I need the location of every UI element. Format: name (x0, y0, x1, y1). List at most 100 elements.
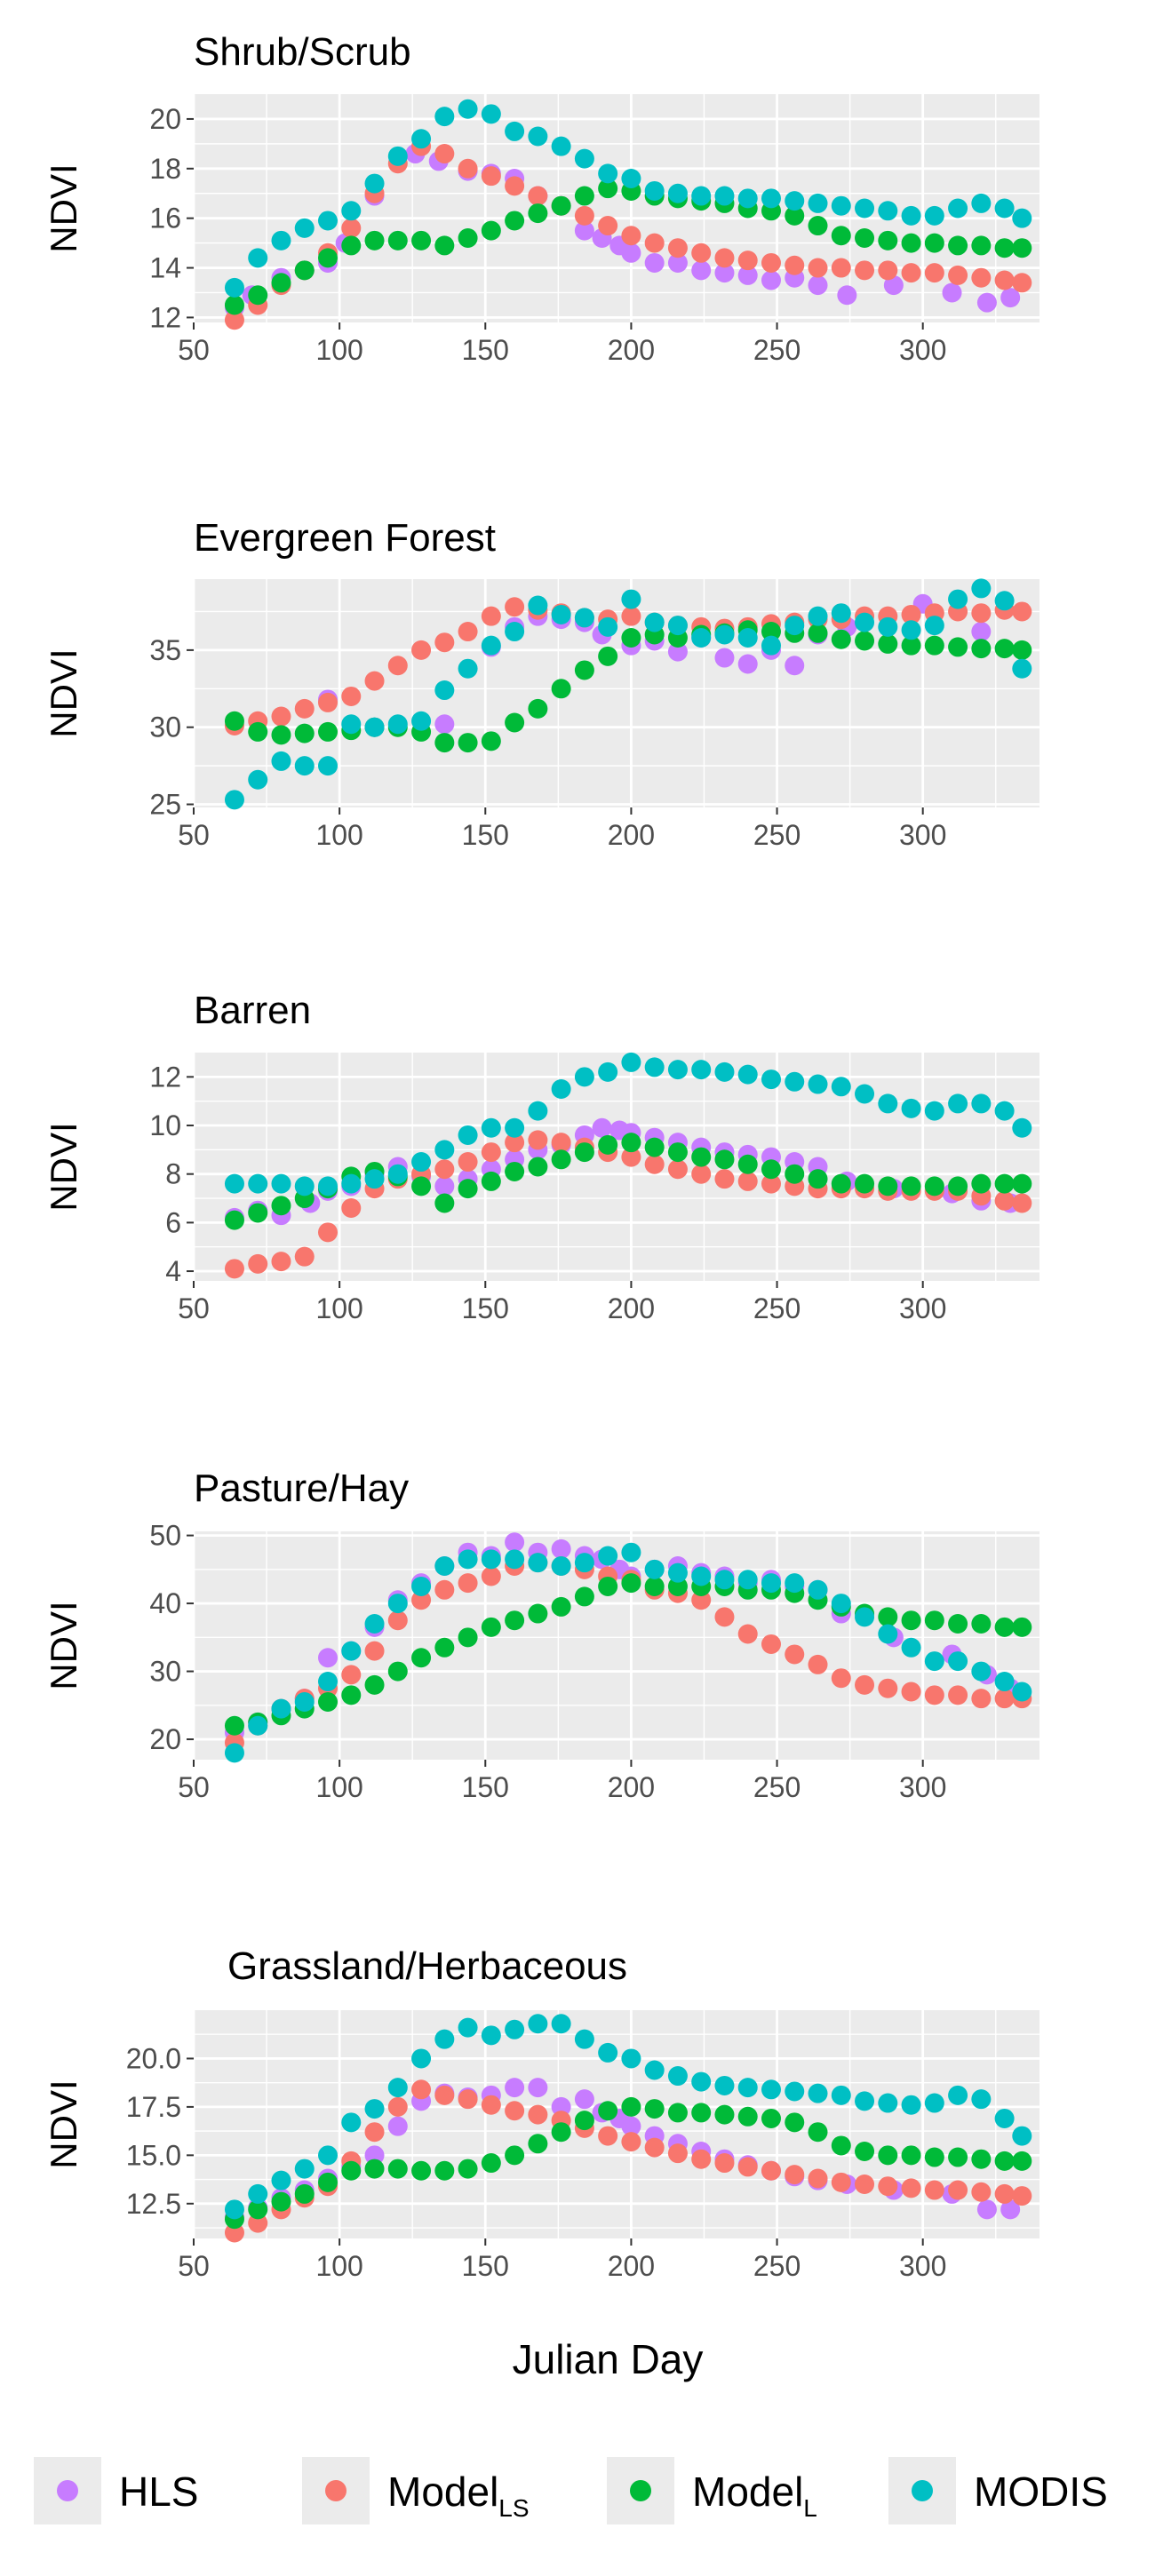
data-point-ModelL (528, 2134, 548, 2154)
data-point-MODIS (994, 198, 1015, 219)
data-point-ModelLS (971, 603, 992, 624)
data-point-MODIS (878, 2093, 898, 2113)
data-point-ModelL (528, 1603, 548, 1624)
data-point-ModelL (948, 1614, 968, 1634)
data-point-ModelLS (224, 1259, 244, 1279)
data-point-MODIS (318, 211, 339, 231)
data-point-MODIS (318, 1176, 339, 1197)
x-tick-label: 50 (178, 1771, 210, 1803)
data-point-MODIS (1012, 658, 1032, 679)
data-point-ModelLS (737, 2157, 758, 2177)
data-point-MODIS (434, 680, 455, 701)
data-point-MODIS (761, 1573, 781, 1594)
data-point-ModelLS (878, 260, 898, 281)
data-point-ModelL (621, 1133, 641, 1153)
data-point-MODIS (598, 163, 618, 184)
data-point-HLS (551, 1538, 571, 1559)
data-point-ModelLS (1012, 2186, 1032, 2206)
x-tick-label: 50 (178, 1292, 210, 1324)
legend-label: ModelL (692, 2469, 817, 2522)
data-point-ModelL (434, 1193, 455, 1213)
data-point-MODIS (737, 1064, 758, 1085)
data-point-ModelL (318, 248, 339, 268)
data-point-MODIS (271, 2170, 291, 2190)
data-point-MODIS (855, 2091, 875, 2111)
data-point-ModelL (785, 1164, 805, 1184)
data-point-ModelL (224, 1210, 244, 1230)
data-point-ModelL (831, 1173, 851, 1194)
data-point-MODIS (644, 2060, 665, 2080)
data-point-ModelLS (598, 216, 618, 236)
chart-panels: 50 100 150 200 250 300 12 14 16 18 20 NDVI Shrub/Scr… (43, 30, 1040, 2282)
x-axis-label: Julian Day (513, 2336, 704, 2382)
data-point-HLS (574, 2089, 594, 2110)
data-point-MODIS (551, 136, 571, 156)
data-point-ModelL (574, 186, 594, 206)
data-point-ModelLS (994, 270, 1015, 290)
data-point-MODIS (831, 195, 851, 216)
data-point-ModelLS (481, 606, 501, 626)
data-point-ModelL (667, 1576, 688, 1596)
data-point-ModelL (924, 2147, 944, 2167)
legend-key-dot (57, 2480, 78, 2501)
data-point-ModelL (621, 1573, 641, 1594)
data-point-ModelL (294, 723, 315, 743)
data-point-ModelL (971, 1173, 992, 1194)
data-point-ModelL (364, 230, 385, 250)
data-point-MODIS (318, 756, 339, 776)
y-axis-label: NDVI (43, 2079, 84, 2168)
data-point-MODIS (318, 1672, 339, 1692)
data-point-ModelL (387, 230, 408, 250)
chart-title: Shrub/Scrub (194, 30, 411, 74)
data-point-ModelLS (901, 604, 921, 624)
x-tick-label: 150 (462, 2250, 509, 2282)
data-point-MODIS (551, 604, 571, 624)
data-point-MODIS (761, 2079, 781, 2100)
data-point-ModelL (901, 233, 921, 253)
data-point-ModelLS (971, 1689, 992, 1709)
data-point-MODIS (458, 1125, 478, 1145)
data-point-ModelLS (387, 2096, 408, 2117)
data-point-MODIS (318, 2145, 339, 2166)
data-point-MODIS (248, 769, 268, 790)
data-point-HLS (592, 1117, 612, 1138)
data-point-ModelLS (528, 2104, 548, 2125)
data-point-MODIS (971, 193, 992, 213)
data-point-ModelL (271, 2191, 291, 2212)
data-point-ModelL (598, 1576, 618, 1596)
data-point-MODIS (411, 129, 432, 149)
data-point-ModelLS (924, 263, 944, 283)
data-point-HLS (808, 275, 828, 296)
data-point-ModelL (971, 235, 992, 256)
data-point-HLS (551, 2096, 571, 2117)
x-tick-label: 250 (753, 2250, 801, 2282)
data-point-MODIS (481, 635, 501, 656)
data-point-ModelL (924, 1610, 944, 1631)
data-point-MODIS (737, 627, 758, 648)
data-point-ModelL (808, 623, 828, 643)
data-point-ModelL (598, 2101, 618, 2121)
data-point-MODIS (528, 2014, 548, 2034)
data-point-MODIS (737, 1570, 758, 1590)
data-point-HLS (971, 622, 992, 642)
data-point-ModelLS (785, 1644, 805, 1665)
data-point-HLS (714, 648, 735, 668)
data-point-ModelLS (761, 1634, 781, 1654)
data-point-ModelL (785, 2112, 805, 2133)
data-point-ModelL (458, 228, 478, 249)
data-point-ModelL (271, 725, 291, 745)
data-point-ModelL (458, 1179, 478, 1199)
data-point-MODIS (387, 146, 408, 166)
data-point-ModelLS (341, 1197, 362, 1218)
data-point-MODIS (994, 591, 1015, 611)
data-point-ModelLS (411, 2079, 432, 2100)
data-point-ModelL (878, 633, 898, 654)
data-point-MODIS (924, 616, 944, 636)
data-point-ModelLS (481, 1566, 501, 1586)
data-point-ModelLS (505, 2101, 525, 2121)
data-point-MODIS (481, 2025, 501, 2046)
data-point-MODIS (481, 104, 501, 124)
y-tick-label: 35 (149, 634, 181, 666)
data-point-ModelLS (948, 265, 968, 285)
data-point-ModelLS (691, 2149, 712, 2169)
